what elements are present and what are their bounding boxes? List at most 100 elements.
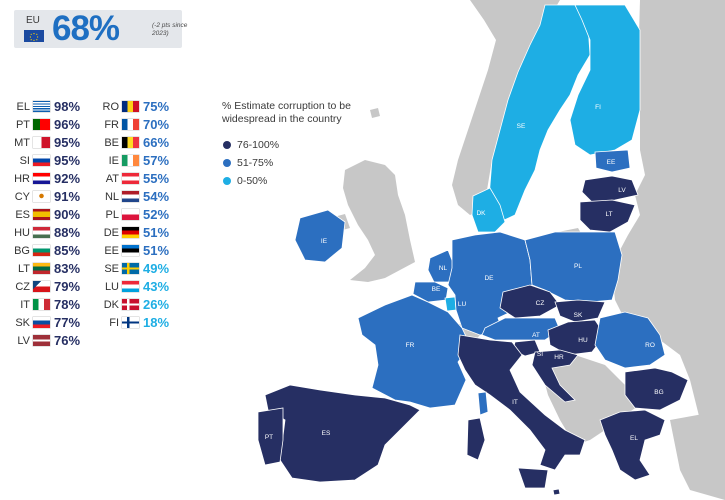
turkey-shape [670, 410, 725, 500]
country-code: BG [14, 244, 30, 257]
country-row-si: SI 95% [6, 152, 80, 169]
map-label: PT [265, 434, 273, 441]
country-fi [569, 4, 641, 156]
country-row-hr: HR 92% [6, 170, 80, 187]
country-it [457, 334, 586, 471]
map-label: DK [476, 210, 486, 217]
country-row-cy: CY 91% [6, 188, 80, 205]
map-label: BG [654, 389, 663, 396]
country-row-es: ES 90% [6, 206, 80, 223]
country-row-lt: LT 83% [6, 260, 80, 277]
country-row-dk: DK 26% [95, 296, 169, 313]
legend-item: 51-75% [222, 154, 392, 172]
legend-item: 0-50% [222, 172, 392, 190]
country-row-sk: SK 77% [6, 314, 80, 331]
map-label: BE [432, 286, 441, 293]
flag-hr-icon [33, 173, 50, 184]
country-row-ro: RO 75% [95, 98, 170, 115]
flag-dk-icon [122, 299, 139, 310]
flag-cz-icon [33, 281, 50, 292]
flag-ro-icon [122, 101, 139, 112]
country-value: 95% [54, 135, 81, 150]
country-value: 18% [143, 315, 170, 330]
map-label: LU [458, 301, 467, 308]
country-row-pl: PL 52% [95, 206, 170, 223]
country-value: 76% [54, 333, 81, 348]
country-code: LV [17, 334, 30, 347]
country-row-ie: IE 57% [95, 152, 169, 169]
country-code: HU [14, 226, 30, 239]
country-code: CZ [15, 280, 30, 293]
country-code: DK [103, 298, 119, 311]
country-code: LU [104, 280, 119, 293]
country-code: HR [14, 172, 30, 185]
country-code: SE [104, 262, 119, 275]
country-value: 92% [54, 171, 81, 186]
flag-lv-icon [33, 335, 50, 346]
country-dk [471, 187, 506, 233]
country-code: NL [104, 190, 119, 203]
map-label: EL [630, 435, 638, 442]
country-codes-on-map: SE FI EE LV LT DK IE NL BE LU DE PL CZ S… [265, 104, 664, 442]
country-row-fr: FR 70% [95, 116, 169, 133]
eu-countries [257, 4, 689, 496]
country-code: RO [102, 100, 120, 113]
flag-de-icon [122, 227, 139, 238]
country-value: 96% [54, 117, 81, 132]
flag-es-icon [33, 209, 50, 220]
map-legend: % Estimate corruption to be widespread i… [222, 100, 392, 190]
country-el [599, 409, 666, 481]
country-value: 54% [143, 189, 170, 204]
country-code: ES [15, 208, 30, 221]
country-code: AT [105, 172, 119, 185]
country-row-lu: LU 43% [95, 278, 169, 295]
country-value: 77% [54, 315, 81, 330]
country-code: CY [14, 190, 30, 203]
map-label: HR [554, 354, 564, 361]
flag-si-icon [33, 155, 50, 166]
country-sk [554, 299, 606, 323]
country-code: SI [19, 154, 30, 167]
country-row-cz: CZ 79% [6, 278, 80, 295]
legend-swatch [223, 159, 231, 167]
country-hr [531, 349, 579, 403]
country-value: 43% [143, 279, 170, 294]
map-label: SI [537, 351, 543, 358]
country-value: 57% [143, 153, 170, 168]
country-it-sardinia [466, 417, 486, 461]
country-row-it: IT 78% [6, 296, 80, 313]
country-bg [624, 367, 689, 411]
flag-se-icon [122, 263, 139, 274]
country-row-mt: MT 95% [6, 134, 80, 151]
country-row-at: AT 55% [95, 170, 169, 187]
map-label: AT [532, 332, 540, 339]
country-ro [594, 311, 666, 369]
country-row-hu: HU 88% [6, 224, 80, 241]
country-value: 91% [54, 189, 81, 204]
country-pt [257, 407, 284, 466]
country-ie [294, 209, 346, 263]
map-label: EE [607, 159, 616, 166]
country-value: 51% [143, 243, 170, 258]
country-row-el: EL 98% [6, 98, 81, 115]
eu-flag-icon [24, 30, 44, 42]
country-code: LT [17, 262, 30, 275]
flag-mt-icon [33, 137, 50, 148]
country-row-nl: NL 54% [95, 188, 169, 205]
map-label: NL [439, 265, 448, 272]
legend-item: 76-100% [222, 136, 392, 154]
map-label: IT [512, 399, 518, 406]
country-code: SK [15, 316, 30, 329]
flag-lu-icon [122, 281, 139, 292]
country-row-bg: BG 85% [6, 242, 80, 259]
country-row-be: BE 66% [95, 134, 169, 151]
legend-label: 76-100% [237, 139, 280, 151]
country-code: FR [104, 118, 119, 131]
country-value: 70% [143, 117, 170, 132]
legend-label: 0-50% [237, 175, 268, 187]
country-code: IE [108, 154, 119, 167]
uk-shape [343, 160, 415, 282]
map-label: SE [517, 123, 526, 130]
country-mt [552, 488, 561, 496]
balkans-shape [540, 355, 660, 445]
